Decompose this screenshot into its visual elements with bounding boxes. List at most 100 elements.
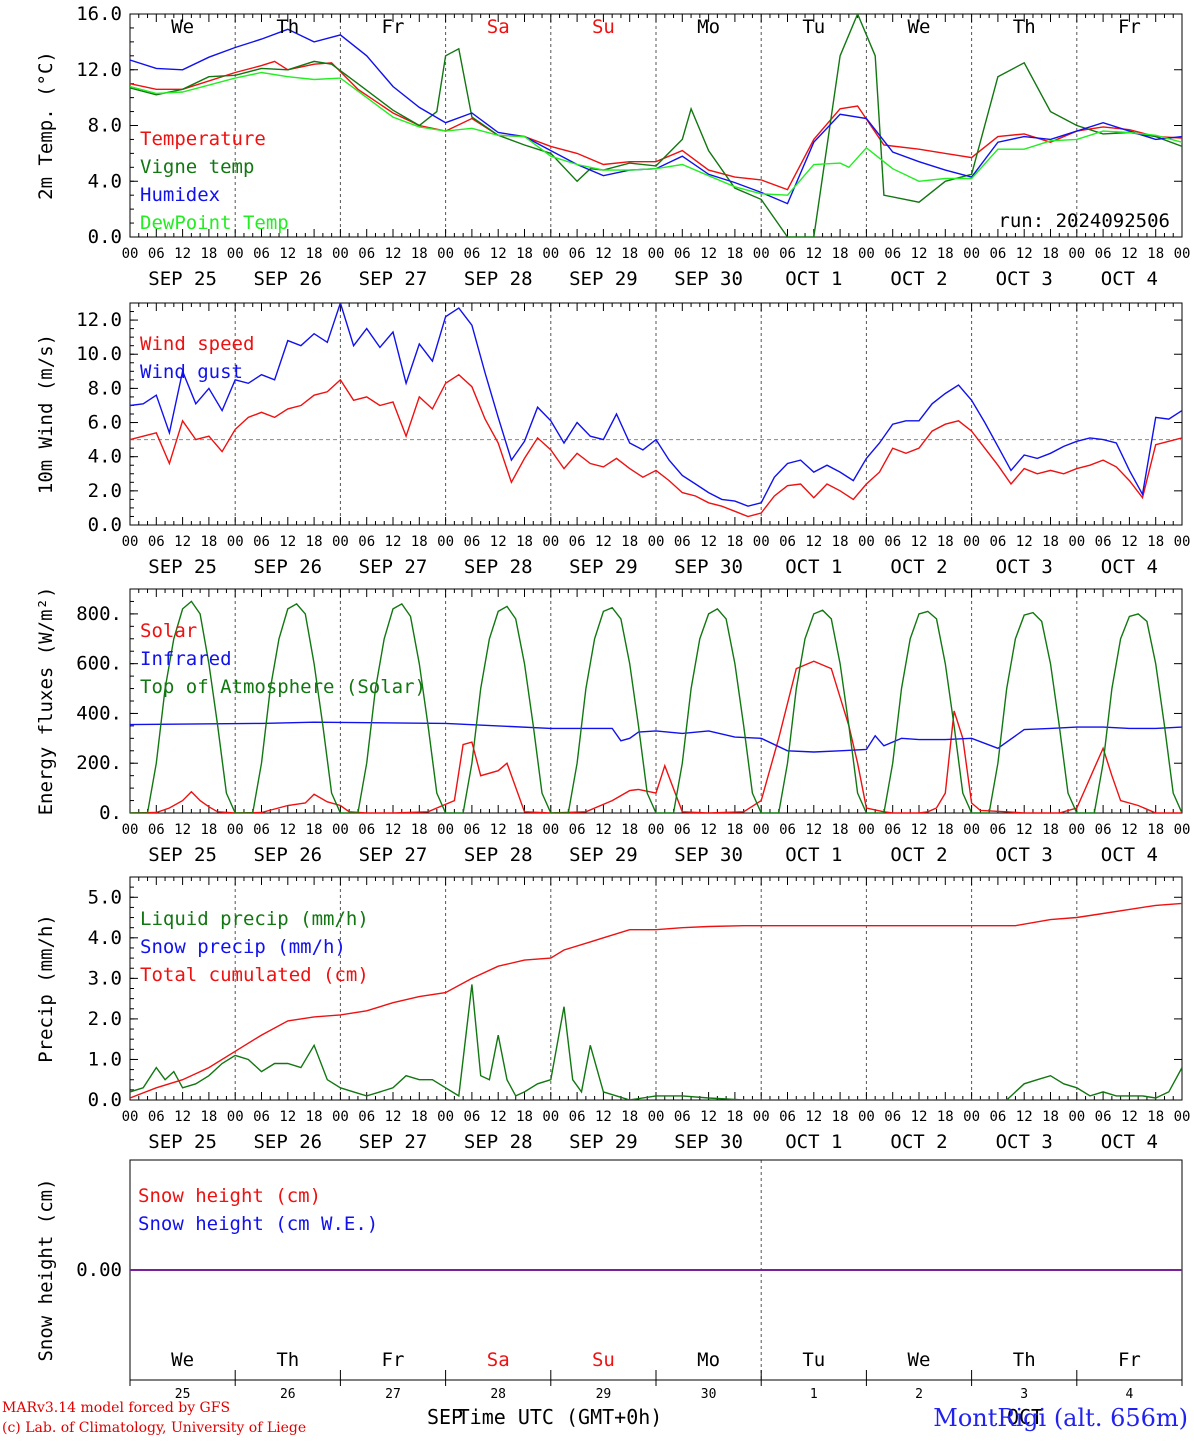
hour-tick-label: 00 bbox=[858, 1109, 875, 1125]
hour-tick-label: 00 bbox=[122, 246, 139, 262]
date-label: SEP 26 bbox=[253, 556, 322, 578]
hour-tick-label: 18 bbox=[1147, 246, 1164, 262]
y-tick-label: 600. bbox=[76, 653, 122, 675]
weekday-label-top: Mo bbox=[697, 16, 720, 38]
hour-tick-label: 12 bbox=[700, 822, 717, 838]
hour-tick-label: 06 bbox=[989, 822, 1006, 838]
hour-tick-label: 06 bbox=[253, 246, 270, 262]
series-dewpoint-temp bbox=[130, 71, 1182, 196]
date-label: SEP 29 bbox=[569, 556, 638, 578]
weekday-label-top: Fr bbox=[382, 16, 405, 38]
station-name: MontRigi (alt. 656m) bbox=[933, 1404, 1188, 1432]
hour-tick-label: 00 bbox=[648, 1109, 665, 1125]
hour-tick-label: 12 bbox=[490, 534, 507, 550]
month-label-sep: SEP bbox=[427, 1405, 463, 1429]
hour-tick-label: 06 bbox=[358, 1109, 375, 1125]
date-label: OCT 1 bbox=[785, 556, 842, 578]
hour-tick-label: 00 bbox=[227, 822, 244, 838]
weekday-label-top: Th bbox=[1013, 16, 1036, 38]
hour-tick-label: 18 bbox=[1042, 534, 1059, 550]
hour-tick-label: 12 bbox=[490, 246, 507, 262]
hour-tick-label: 18 bbox=[726, 822, 743, 838]
hour-tick-label: 00 bbox=[648, 246, 665, 262]
hour-tick-label: 18 bbox=[306, 246, 323, 262]
y-tick-label: 4.0 bbox=[88, 170, 122, 192]
hour-tick-label: 06 bbox=[779, 534, 796, 550]
weekday-label-bottom: Su bbox=[592, 1349, 615, 1371]
lab-credit: (c) Lab. of Climatology, University of L… bbox=[2, 1420, 307, 1436]
hour-tick-label: 12 bbox=[279, 534, 296, 550]
hour-tick-label: 00 bbox=[753, 246, 770, 262]
y-tick-label: 0.0 bbox=[88, 1089, 122, 1111]
hour-tick-label: 18 bbox=[832, 246, 849, 262]
hour-tick-label: 06 bbox=[989, 1109, 1006, 1125]
date-label: OCT 1 bbox=[785, 1131, 842, 1153]
hour-tick-label: 06 bbox=[569, 822, 586, 838]
day-number-label: 30 bbox=[701, 1387, 717, 1402]
date-label: OCT 3 bbox=[996, 268, 1053, 290]
hour-tick-label: 06 bbox=[674, 1109, 691, 1125]
date-label: OCT 4 bbox=[1101, 844, 1158, 866]
y-axis-label: 2m Temp. (°C) bbox=[35, 51, 57, 200]
hour-tick-label: 00 bbox=[858, 822, 875, 838]
hour-tick-label: 12 bbox=[174, 1109, 191, 1125]
month-label-oct: OCT bbox=[1007, 1405, 1043, 1429]
date-label: SEP 30 bbox=[674, 844, 743, 866]
hour-tick-label: 06 bbox=[148, 1109, 165, 1125]
hour-tick-label: 06 bbox=[989, 246, 1006, 262]
day-number-label: 1 bbox=[810, 1387, 818, 1402]
hour-tick-label: 00 bbox=[1174, 246, 1191, 262]
date-label: SEP 29 bbox=[569, 844, 638, 866]
hour-tick-label: 12 bbox=[1016, 822, 1033, 838]
hour-tick-label: 00 bbox=[122, 1109, 139, 1125]
date-label: SEP 30 bbox=[674, 556, 743, 578]
hour-tick-label: 18 bbox=[621, 246, 638, 262]
day-number-label: 29 bbox=[596, 1387, 612, 1402]
legend-entry: Total cumulated (cm) bbox=[140, 964, 369, 986]
hour-tick-label: 12 bbox=[385, 534, 402, 550]
weekday-label-bottom: Th bbox=[1013, 1349, 1036, 1371]
hour-tick-label: 00 bbox=[332, 1109, 349, 1125]
hour-tick-label: 12 bbox=[805, 1109, 822, 1125]
hour-tick-label: 12 bbox=[911, 1109, 928, 1125]
date-label: OCT 3 bbox=[996, 556, 1053, 578]
hour-tick-label: 12 bbox=[700, 1109, 717, 1125]
hour-tick-label: 18 bbox=[937, 246, 954, 262]
legend-entry: Temperature bbox=[140, 128, 266, 150]
hour-tick-label: 06 bbox=[253, 534, 270, 550]
hour-tick-label: 00 bbox=[963, 534, 980, 550]
hour-tick-label: 12 bbox=[174, 246, 191, 262]
hour-tick-label: 00 bbox=[1068, 246, 1085, 262]
hour-tick-label: 00 bbox=[332, 534, 349, 550]
panel-5: 0.00 Snow height (cm) Snow height (cm) Snow… bbox=[35, 1159, 1183, 1381]
hour-tick-label: 06 bbox=[1095, 1109, 1112, 1125]
hour-tick-label: 12 bbox=[490, 822, 507, 838]
hour-tick-label: 12 bbox=[595, 534, 612, 550]
panel-1: 0.0 4.0 8.0 12.0 16.0 2m Temp. (°C) 00 06 12 18 SE… bbox=[35, 3, 1190, 290]
series-wind-gust bbox=[130, 303, 1182, 507]
hour-tick-label: 00 bbox=[227, 246, 244, 262]
hour-tick-label: 12 bbox=[1016, 1109, 1033, 1125]
weekday-label-bottom: Sa bbox=[487, 1349, 510, 1371]
hour-tick-label: 18 bbox=[306, 822, 323, 838]
hour-tick-label: 00 bbox=[437, 822, 454, 838]
hour-tick-label: 06 bbox=[569, 534, 586, 550]
hour-tick-label: 06 bbox=[1095, 534, 1112, 550]
y-tick-label: 0.0 bbox=[88, 514, 122, 536]
hour-tick-label: 06 bbox=[463, 246, 480, 262]
date-label: OCT 2 bbox=[890, 844, 947, 866]
y-tick-label: 8.0 bbox=[88, 115, 122, 137]
y-tick-label: 800. bbox=[76, 603, 122, 625]
hour-tick-label: 18 bbox=[1147, 822, 1164, 838]
hour-tick-label: 18 bbox=[516, 822, 533, 838]
series-solar bbox=[130, 660, 1182, 813]
hour-tick-label: 00 bbox=[332, 246, 349, 262]
series-liquid-precip-mm-h bbox=[130, 984, 1182, 1100]
hour-tick-label: 12 bbox=[174, 534, 191, 550]
hour-tick-label: 06 bbox=[148, 246, 165, 262]
hour-tick-label: 00 bbox=[1068, 822, 1085, 838]
y-tick-label: 8.0 bbox=[88, 377, 122, 399]
legend-entry: Infrared bbox=[140, 648, 232, 670]
hour-tick-label: 12 bbox=[1121, 822, 1138, 838]
date-label: SEP 25 bbox=[148, 844, 217, 866]
